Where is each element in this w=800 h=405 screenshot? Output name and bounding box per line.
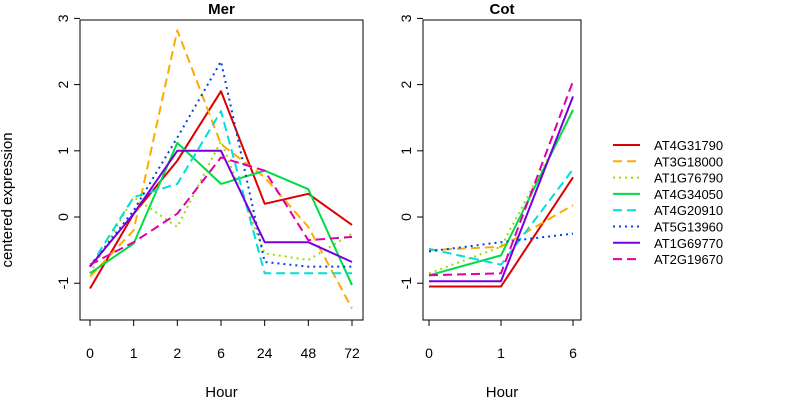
- legend-label: AT2G19670: [654, 252, 723, 267]
- series-line-at2g19670: [89, 156, 353, 266]
- series-line-at3g18000: [89, 29, 353, 309]
- y-tick-label: 1: [398, 147, 414, 155]
- x-axis-label: Hour: [486, 384, 519, 400]
- series-line-at1g76790: [428, 110, 574, 275]
- y-axis-label: centered expression: [0, 132, 16, 267]
- x-tick-label: 1: [130, 345, 138, 361]
- y-tick-label: -1: [55, 277, 71, 290]
- y-tick-label: 2: [398, 80, 414, 88]
- y-tick-label: 0: [55, 213, 71, 221]
- legend-label: AT1G69770: [654, 236, 723, 251]
- y-tick-label: 2: [55, 80, 71, 88]
- y-tick-label: 3: [398, 14, 414, 22]
- x-tick-label: 48: [301, 345, 317, 361]
- y-tick-label: 1: [55, 147, 71, 155]
- panel-frame-cot: [422, 19, 582, 321]
- y-tick-label: 3: [55, 14, 71, 22]
- x-axis-label: Hour: [205, 384, 238, 400]
- legend-label: AT4G34050: [654, 187, 723, 202]
- legend-label: AT4G31790: [654, 138, 723, 153]
- x-tick-label: 0: [425, 345, 433, 361]
- series-line-at2g19670: [428, 80, 574, 277]
- y-tick-label: 0: [398, 213, 414, 221]
- series-line-at4g34050: [428, 109, 574, 277]
- legend-label: AT4G20910: [654, 203, 723, 218]
- series-line-at1g69770: [429, 96, 574, 283]
- series-line-at4g20910: [428, 168, 574, 266]
- x-tick-label: 6: [217, 345, 225, 361]
- series-line-at4g20910: [89, 110, 352, 275]
- legend-label: AT5G13960: [654, 220, 723, 235]
- series-line-at1g76790: [89, 139, 353, 274]
- x-tick-label: 24: [257, 345, 273, 361]
- series-line-at4g31790: [89, 90, 353, 290]
- x-tick-label: 0: [86, 345, 94, 361]
- legend-label: AT1G76790: [654, 171, 723, 186]
- series-line-at4g31790: [429, 176, 574, 288]
- series-line-at5g13960: [428, 232, 574, 253]
- series-line-at5g13960: [89, 60, 352, 268]
- legend-label: AT3G18000: [654, 154, 723, 169]
- x-tick-label: 1: [497, 345, 505, 361]
- y-tick-label: -1: [398, 277, 414, 290]
- x-tick-label: 6: [569, 345, 577, 361]
- series-line-at1g69770: [89, 149, 353, 268]
- panel-title: Cot: [490, 1, 515, 18]
- x-tick-label: 72: [344, 345, 360, 361]
- series-line-at4g34050: [89, 141, 353, 286]
- series-line-at3g18000: [428, 204, 574, 252]
- panel-title: Mer: [208, 1, 235, 18]
- x-tick-label: 2: [173, 345, 181, 361]
